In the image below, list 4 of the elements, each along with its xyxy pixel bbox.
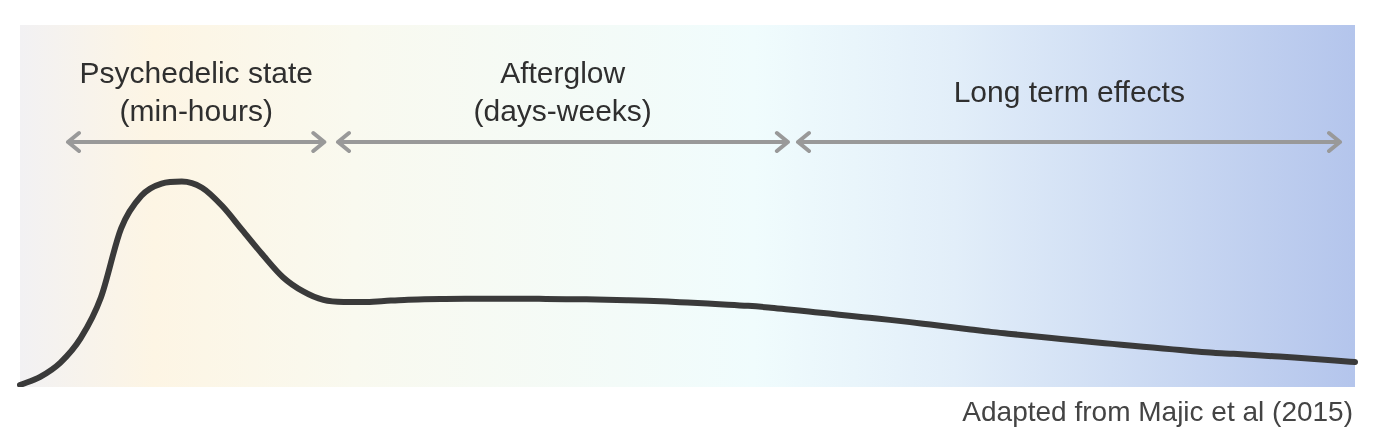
- text: Afterglow (days-weeks): [473, 56, 652, 128]
- text: Long term effects: [953, 75, 1185, 109]
- text: Adapted from Majic et al (2015): [962, 396, 1353, 427]
- text: Psychedelic state (min-hours): [79, 56, 313, 128]
